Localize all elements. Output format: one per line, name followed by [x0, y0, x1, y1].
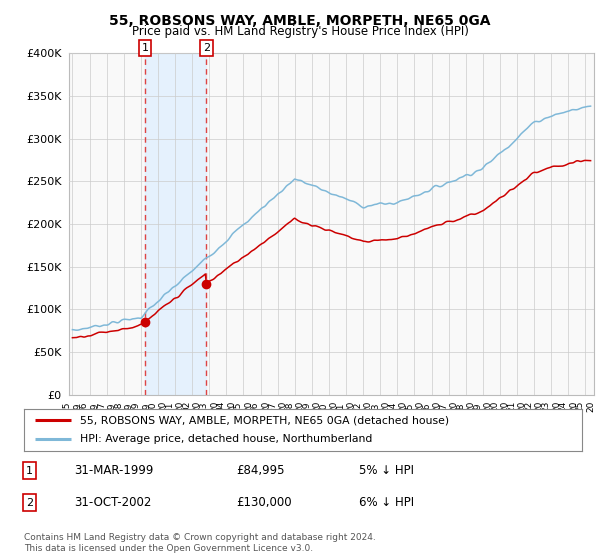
Text: 55, ROBSONS WAY, AMBLE, MORPETH, NE65 0GA: 55, ROBSONS WAY, AMBLE, MORPETH, NE65 0G… — [109, 14, 491, 28]
Text: £84,995: £84,995 — [236, 464, 284, 477]
Text: £130,000: £130,000 — [236, 496, 292, 509]
Text: 31-OCT-2002: 31-OCT-2002 — [74, 496, 152, 509]
Text: 2: 2 — [203, 43, 210, 53]
Text: 55, ROBSONS WAY, AMBLE, MORPETH, NE65 0GA (detached house): 55, ROBSONS WAY, AMBLE, MORPETH, NE65 0G… — [80, 415, 449, 425]
Text: Contains HM Land Registry data © Crown copyright and database right 2024.
This d: Contains HM Land Registry data © Crown c… — [24, 533, 376, 553]
Text: 1: 1 — [142, 43, 149, 53]
Text: 6% ↓ HPI: 6% ↓ HPI — [359, 496, 414, 509]
Text: 31-MAR-1999: 31-MAR-1999 — [74, 464, 154, 477]
Text: 2: 2 — [26, 498, 33, 508]
Text: HPI: Average price, detached house, Northumberland: HPI: Average price, detached house, Nort… — [80, 435, 372, 445]
Bar — [145, 53, 206, 395]
Text: 5% ↓ HPI: 5% ↓ HPI — [359, 464, 414, 477]
Text: Price paid vs. HM Land Registry's House Price Index (HPI): Price paid vs. HM Land Registry's House … — [131, 25, 469, 38]
Text: 1: 1 — [26, 465, 33, 475]
